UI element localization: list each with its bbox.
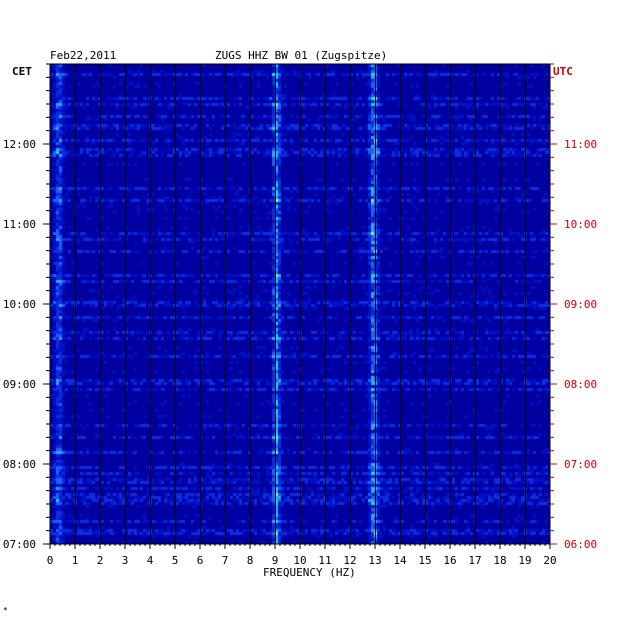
station-title: ZUGS HHZ BW 01 (Zugspitze) [215, 49, 387, 62]
x-tick-label: 3 [122, 554, 129, 567]
x-tick-label: 7 [222, 554, 229, 567]
x-tick-label: 19 [518, 554, 531, 567]
x-tick-label: 10 [293, 554, 306, 567]
cet-time-label: 09:00 [3, 378, 36, 391]
date-label: Feb22,2011 [50, 49, 116, 62]
cet-time-label: 07:00 [3, 538, 36, 551]
frequency-grid [75, 64, 526, 544]
x-tick-label: 17 [468, 554, 481, 567]
footer-mark: * [3, 606, 8, 615]
x-tick-label: 2 [97, 554, 104, 567]
x-tick-label: 1 [72, 554, 79, 567]
utc-time-label: 10:00 [564, 218, 597, 231]
cet-time-label: 08:00 [3, 458, 36, 471]
cet-time-label: 11:00 [3, 218, 36, 231]
x-tick-label: 12 [343, 554, 356, 567]
utc-label: UTC [553, 65, 573, 78]
x-tick-label: 0 [47, 554, 54, 567]
x-tick-label: 9 [272, 554, 279, 567]
x-tick-label: 18 [493, 554, 506, 567]
x-tick-label: 11 [318, 554, 331, 567]
x-tick-label: 16 [443, 554, 456, 567]
x-tick-label: 4 [147, 554, 154, 567]
utc-time-label: 11:00 [564, 138, 597, 151]
utc-time-label: 06:00 [564, 538, 597, 551]
x-tick-label: 15 [418, 554, 431, 567]
utc-time-label: 08:00 [564, 378, 597, 391]
cet-time-label: 10:00 [3, 298, 36, 311]
cet-label: CET [12, 65, 32, 78]
x-tick-label: 14 [393, 554, 407, 567]
x-axis-ticks: 0 1 2 3 4 5 6 7 8 9 10 11 12 13 14 15 16 17 18 19 20 [47, 544, 557, 567]
cet-time-label: 12:00 [3, 138, 36, 151]
x-tick-label: 13 [368, 554, 381, 567]
utc-time-label: 09:00 [564, 298, 597, 311]
x-tick-label: 6 [197, 554, 204, 567]
x-tick-label: 20 [543, 554, 556, 567]
x-tick-label: 5 [172, 554, 179, 567]
utc-time-label: 07:00 [564, 458, 597, 471]
x-axis-title: FREQUENCY (HZ) [263, 566, 356, 579]
x-tick-label: 8 [247, 554, 254, 567]
time-axis-labels: 12:00 11:00 11:00 10:00 10:00 09:00 09:00 08:00… [3, 63, 597, 551]
